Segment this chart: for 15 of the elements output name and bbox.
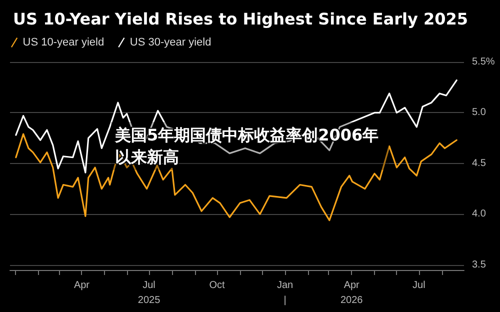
line-series (15, 79, 458, 174)
x-tick-label: Apr 2026 (340, 280, 364, 306)
chart-title: US 10-Year Yield Rises to Highest Since Early 2025 (13, 10, 468, 28)
x-tick-label: Jan | (277, 280, 294, 306)
x-tick-label: Apr (74, 280, 90, 291)
y-tick-label: 3.5 (472, 259, 486, 270)
y-tick-label: 4.5 (472, 158, 486, 169)
y-tick-label: 5.0 (472, 107, 486, 118)
y-tick-label: 5.5% (472, 56, 495, 68)
x-tick-label: Jul (412, 280, 426, 291)
x-tick-label: Jul 2025 (138, 280, 161, 306)
legend-label: US 30-year yield (130, 36, 212, 48)
legend-label: US 10-year yield (22, 36, 104, 48)
x-tick-label: Oct (209, 280, 226, 291)
y-tick-label: 4.0 (472, 208, 486, 220)
